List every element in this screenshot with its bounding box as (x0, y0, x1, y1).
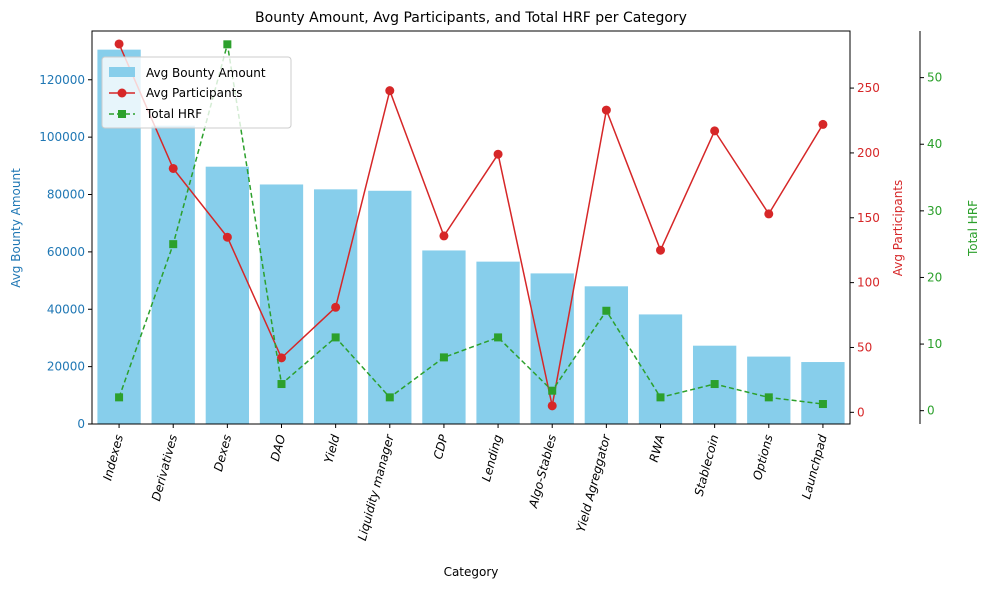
hrf-point-options (764, 393, 773, 402)
bar-liquidity-manager (368, 190, 412, 424)
participants-point-liquidity-manager (385, 86, 395, 96)
participants-point-cdp (439, 231, 449, 241)
participants-point-indexes (114, 39, 124, 49)
hrf-axis-ticks: 0 10 20 30 40 50 (920, 71, 942, 418)
bar-dao (259, 184, 304, 424)
bounty-tick-label: 60000 (47, 245, 85, 259)
hrf-point-derivatives (169, 240, 178, 249)
bounty-tick-label: 100000 (39, 130, 85, 144)
legend: Avg Bounty Amount Avg Participants Total… (101, 56, 292, 129)
participants-tick-label: 100 (857, 276, 880, 290)
bounty-tick-label: 20000 (47, 360, 85, 374)
legend-swatch-bounty (109, 67, 135, 77)
participants-tick-label: 250 (857, 81, 880, 95)
legend-marker-hrf (118, 110, 126, 118)
participants-point-lending (493, 149, 503, 159)
hrf-tick-label: 10 (927, 337, 942, 351)
legend-label-bounty: Avg Bounty Amount (146, 66, 266, 80)
x-tick-label-cdp: CDP (431, 432, 451, 460)
legend-label-hrf: Total HRF (145, 107, 202, 121)
bounty-axis-ticks: 0 20000 40000 60000 80000 100000 120000 (39, 73, 92, 431)
hrf-tick-label: 20 (927, 270, 942, 284)
hrf-point-dao (277, 380, 286, 389)
hrf-point-rwa (656, 393, 665, 402)
participants-line (118, 43, 824, 406)
hrf-tick-label: 0 (927, 404, 935, 418)
bar-launchpad (801, 362, 845, 424)
bar-rwa (638, 314, 683, 424)
hrf-point-launchpad (818, 400, 827, 409)
hrf-point-yield (331, 333, 340, 342)
participants-tick-label: 200 (857, 146, 880, 160)
participants-point-stablecoin (710, 126, 720, 136)
participants-axis-label: Avg Participants (891, 180, 905, 277)
legend-marker-participants (117, 88, 127, 98)
bar-lending (476, 261, 520, 424)
hrf-point-lending (494, 333, 503, 342)
bar-options (747, 356, 791, 424)
bar-derivatives (151, 125, 195, 424)
participants-point-yield-agreggator (601, 105, 611, 115)
x-tick-label-dao: DAO (268, 433, 288, 463)
bounty-tick-label: 80000 (47, 188, 85, 202)
participants-point-options (764, 209, 774, 219)
x-axis-label: Category (444, 565, 499, 579)
legend-label-participants: Avg Participants (146, 86, 243, 100)
participants-tick-label: 150 (857, 211, 880, 225)
hrf-point-cdp (439, 353, 448, 362)
participants-point-dexes (222, 232, 232, 242)
hrf-point-algo-stables (548, 386, 557, 395)
participants-point-launchpad (818, 119, 828, 129)
participants-point-algo-stables (547, 401, 557, 411)
hrf-tick-label: 50 (927, 71, 942, 85)
bounty-tick-label: 40000 (47, 302, 85, 316)
participants-point-dao (277, 353, 286, 363)
bounty-axis-label: Avg Bounty Amount (9, 168, 23, 288)
hrf-axis-label: Total HRF (966, 200, 980, 257)
hrf-point-yield-agreggator (602, 306, 611, 315)
x-tick-label-rwa: RWA (647, 433, 668, 464)
hrf-tick-label: 40 (927, 137, 942, 151)
participants-axis-ticks: 0 50 100 150 200 250 (850, 81, 880, 419)
participants-tick-label: 0 (857, 405, 865, 419)
bar-cdp (422, 250, 466, 424)
hrf-tick-label: 30 (927, 204, 942, 218)
participants-point-yield (331, 302, 341, 312)
plot-frame (91, 30, 851, 425)
bar-algo-stables (530, 273, 574, 424)
participants-tick-label: 50 (857, 340, 872, 354)
participants-point-derivatives (168, 163, 178, 173)
hrf-point-stablecoin (710, 380, 719, 389)
bounty-tick-label: 0 (77, 417, 85, 431)
chart-title: Bounty Amount, Avg Participants, and Tot… (255, 10, 687, 26)
legend-frame (101, 56, 292, 129)
bounty-tick-label: 120000 (39, 73, 85, 87)
hrf-point-dexes (223, 40, 232, 49)
participants-point-rwa (656, 245, 665, 255)
hrf-point-indexes (115, 393, 124, 402)
hrf-point-liquidity-manager (385, 393, 394, 402)
bar-dexes (205, 166, 250, 424)
